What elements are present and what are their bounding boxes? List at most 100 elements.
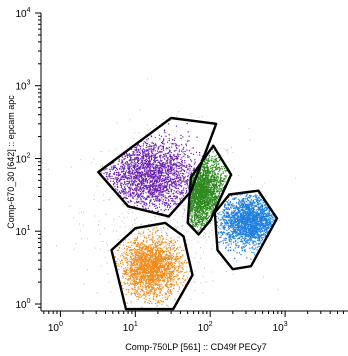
background-event — [73, 248, 75, 250]
event-dot — [192, 153, 195, 155]
event-dot — [154, 150, 156, 152]
event-dot — [202, 185, 204, 187]
event-dot — [200, 227, 202, 229]
event-dot — [158, 174, 160, 176]
background-event — [103, 194, 105, 196]
background-event — [261, 191, 263, 193]
event-dot — [194, 195, 196, 198]
event-dot — [178, 167, 180, 169]
event-dot — [211, 156, 213, 158]
event-dot — [139, 176, 141, 178]
event-dot — [164, 179, 166, 181]
background-event — [211, 271, 213, 273]
event-dot — [155, 144, 157, 146]
event-dot — [139, 166, 142, 169]
event-dot — [130, 164, 132, 166]
event-dot — [176, 168, 178, 170]
event-dot — [198, 221, 201, 223]
background-event — [203, 235, 204, 237]
background-event — [141, 223, 143, 225]
event-dot — [205, 215, 207, 218]
event-dot — [147, 149, 149, 151]
background-event — [233, 196, 235, 198]
event-dot — [139, 185, 141, 187]
event-dot — [147, 191, 149, 193]
event-dot — [203, 205, 205, 207]
event-dot — [175, 192, 177, 194]
event-dot — [165, 166, 167, 168]
event-dot — [219, 182, 221, 184]
event-dot — [203, 183, 205, 186]
event-dot — [200, 191, 203, 193]
background-event — [130, 265, 132, 267]
background-event — [102, 165, 104, 167]
event-dot — [189, 210, 191, 212]
event-dot — [215, 179, 217, 181]
background-event — [137, 180, 139, 182]
event-dot — [193, 199, 195, 201]
background-event — [128, 209, 130, 211]
event-dot — [183, 146, 185, 149]
event-dot — [212, 196, 214, 199]
event-dot — [263, 215, 265, 217]
event-dot — [117, 175, 119, 177]
event-dot — [131, 161, 133, 163]
event-dot — [207, 176, 209, 178]
event-dot — [195, 222, 197, 225]
event-dot — [225, 215, 227, 217]
event-dot — [146, 187, 148, 189]
event-dot — [212, 181, 214, 183]
event-dot — [137, 193, 139, 195]
event-dot — [176, 175, 178, 177]
event-dot — [131, 177, 133, 179]
event-dot — [148, 157, 150, 159]
event-dot — [173, 200, 175, 202]
event-dot — [200, 181, 202, 183]
event-dot — [182, 177, 184, 179]
event-dot — [208, 197, 210, 199]
event-dot — [151, 183, 153, 185]
background-event — [192, 147, 193, 149]
event-dot — [197, 189, 199, 191]
event-dot — [206, 208, 209, 210]
event-dot — [204, 193, 206, 195]
event-dot — [196, 190, 199, 192]
event-dot — [159, 192, 161, 194]
event-dot — [206, 199, 208, 201]
event-dot — [190, 159, 192, 161]
event-dot — [153, 198, 155, 201]
event-dot — [208, 156, 210, 158]
background-event — [122, 242, 124, 244]
background-event — [150, 179, 152, 181]
event-dot — [151, 142, 153, 144]
event-dot — [184, 150, 186, 152]
event-dot — [199, 189, 201, 191]
event-dot — [201, 210, 203, 212]
event-dot — [158, 172, 161, 174]
event-dot — [133, 192, 135, 194]
background-event — [171, 205, 173, 207]
event-dot — [219, 183, 221, 185]
event-dot — [131, 159, 133, 161]
event-dot — [124, 188, 126, 190]
event-dot — [113, 168, 115, 170]
event-dot — [164, 176, 166, 178]
background-event — [188, 164, 190, 166]
event-dot — [194, 209, 196, 211]
event-dot — [136, 186, 138, 188]
event-dot — [171, 181, 173, 184]
event-dot — [138, 183, 140, 185]
event-dot — [136, 174, 138, 176]
background-event — [175, 172, 177, 173]
event-dot — [138, 179, 140, 181]
event-dot — [120, 182, 122, 184]
event-dot — [225, 216, 227, 218]
event-dot — [164, 186, 166, 188]
event-dot — [213, 177, 215, 179]
event-dot — [248, 233, 250, 235]
background-event — [125, 226, 127, 228]
event-dot — [141, 159, 143, 161]
background-event — [135, 205, 137, 207]
event-dot — [254, 240, 256, 242]
event-dot — [153, 184, 155, 186]
